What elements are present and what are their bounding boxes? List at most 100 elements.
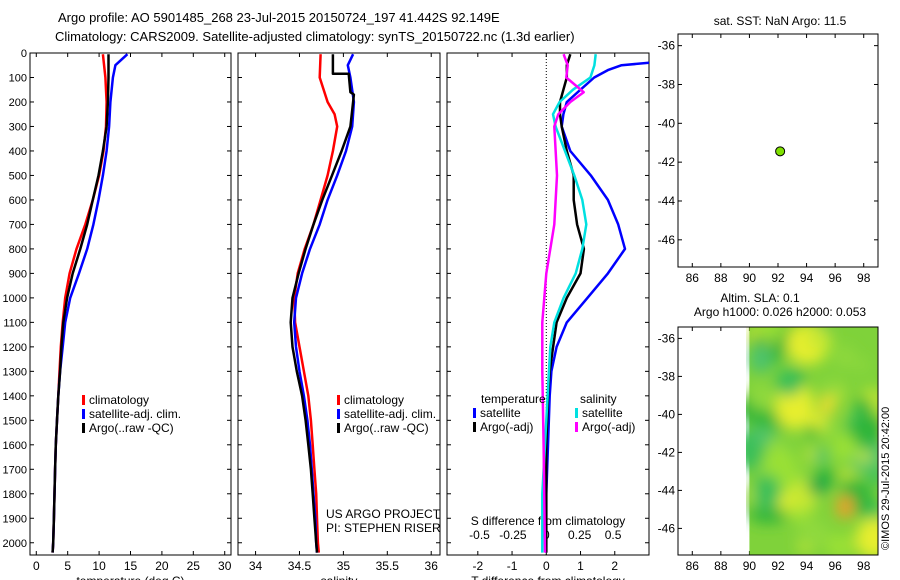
temperature-ytick-label: 1600 [3, 440, 27, 452]
sst-map-xtick-label: 98 [857, 271, 871, 285]
temperature-ytick-label: 2000 [3, 538, 27, 550]
temperature-ytick-label: 1700 [3, 464, 27, 476]
temperature-ytick-label: 100 [9, 72, 27, 84]
difference-stick-label: 0.5 [605, 528, 622, 542]
sst-map-ytick-label: -42 [658, 155, 676, 169]
sla-heatmap-cell [835, 346, 855, 369]
difference-stick-label: -0.25 [499, 528, 527, 542]
difference-legend-sal-header: salinity [580, 392, 617, 406]
difference-xlabel: T difference from climatology [471, 574, 625, 580]
temperature-ytick-label: 1300 [3, 366, 27, 378]
salinity-xtick-label: 34.5 [288, 559, 312, 573]
temperature-ytick-label: 1400 [3, 391, 27, 403]
salinity-line-argo [291, 54, 354, 552]
difference-temp-legend-label: Argo(-adj) [480, 420, 533, 434]
temperature-line-argo [53, 54, 109, 552]
temperature-legend-label: satellite-adj. clim. [89, 407, 181, 421]
temperature-axes-box [30, 53, 231, 555]
difference-temp-legend-label: satellite [480, 406, 521, 420]
sst-map-ytick-label: -46 [658, 233, 676, 247]
temperature-ytick-label: 800 [9, 244, 27, 256]
difference-stick-label: -0.5 [469, 528, 490, 542]
temperature-ytick-label: 700 [9, 219, 27, 231]
difference-sal-legend-swatch [575, 422, 578, 432]
salinity-legend-swatch [337, 395, 340, 405]
sla-map-xtick-label: 92 [771, 559, 785, 573]
sla-heatmap-cell [776, 368, 803, 396]
sla-map-ytick-label: -38 [658, 369, 676, 383]
temperature-legend-swatch [82, 423, 85, 433]
sla-heatmap-cell [749, 383, 773, 410]
sla-heatmap-cell [808, 479, 828, 495]
salinity-xtick-label: 36 [425, 559, 439, 573]
difference-temp-legend-swatch [473, 422, 476, 432]
salinity-xtick-label: 35.5 [376, 559, 400, 573]
sla-map-title-2: Argo h1000: 0.026 h2000: 0.053 [694, 305, 866, 319]
sla-map-xtick-label: 86 [686, 559, 700, 573]
temperature-xtick-label: 30 [218, 559, 232, 573]
difference-xtick-label: -1 [507, 559, 518, 573]
salinity-line-satellite [294, 54, 354, 552]
sla-heatmap-cell [821, 380, 843, 396]
sst-map-xtick-label: 88 [714, 271, 728, 285]
sla-heatmap-cell [857, 451, 871, 462]
sla-heatmap-cell [856, 358, 868, 373]
salinity-xtick-label: 34 [249, 559, 263, 573]
sst-map-ytick-label: -44 [658, 194, 676, 208]
credit-project: US ARGO PROJECT [326, 507, 441, 521]
difference-xtick-label: 2 [611, 559, 618, 573]
temperature-legend-swatch [82, 409, 85, 419]
argo-float-marker [776, 147, 785, 156]
sla-heatmap-cell [813, 449, 828, 463]
temperature-legend-swatch [82, 395, 85, 405]
sla-map-ytick-label: -44 [658, 483, 676, 497]
temperature-ytick-label: 1900 [3, 513, 27, 525]
difference-sal-legend-label: satellite [582, 406, 623, 420]
temperature-ytick-label: 300 [9, 121, 27, 133]
salinity-legend-swatch [337, 423, 340, 433]
difference-line-t-argo [546, 54, 584, 552]
difference-xlabel-top: S difference from climatology [471, 514, 626, 528]
sla-map-xtick-label: 88 [714, 559, 728, 573]
temperature-xtick-label: 10 [92, 559, 106, 573]
sla-heatmap-cell [782, 460, 796, 475]
imos-credit: ©IMOS 29-Jul-2015 20:42:00 [880, 407, 892, 550]
temperature-legend-label: Argo(..raw -QC) [89, 421, 174, 435]
sla-map-title-1: Altim. SLA: 0.1 [720, 291, 800, 305]
temperature-ytick-label: 1100 [3, 317, 27, 329]
sla-heatmap-cell [806, 425, 818, 438]
temperature-xtick-label: 0 [33, 559, 40, 573]
sla-map-ytick-label: -42 [658, 445, 676, 459]
temperature-xtick-label: 15 [124, 559, 138, 573]
sla-heatmap-cell [819, 395, 835, 415]
temperature-ytick-label: 600 [9, 195, 27, 207]
temperature-xlabel: temperature (deg C) [76, 574, 184, 580]
figure-svg: 0100200300400500600700800900100011001200… [0, 0, 900, 580]
salinity-axes-box [238, 53, 440, 555]
temperature-ytick-label: 1500 [3, 415, 27, 427]
sla-heatmap-cell [854, 398, 873, 414]
sla-heatmap-cell [771, 510, 788, 522]
difference-xtick-label: 1 [577, 559, 584, 573]
difference-legend-temp-header: temperature [481, 392, 546, 406]
temperature-ytick-label: 0 [21, 48, 27, 60]
salinity-line-climatology [294, 54, 337, 552]
difference-stick-label: 0.25 [568, 528, 592, 542]
difference-line-s-satellite [542, 54, 595, 552]
temperature-ytick-label: 400 [9, 146, 27, 158]
sla-heatmap-cell [792, 509, 809, 524]
sla-heatmap-cell [806, 329, 831, 349]
sla-map-xtick-label: 94 [800, 559, 814, 573]
sst-map-ytick-label: -38 [658, 77, 676, 91]
temperature-ytick-label: 1200 [3, 342, 27, 354]
temperature-legend-label: climatology [89, 393, 149, 407]
sla-heatmap-layer [735, 314, 896, 560]
temperature-ytick-label: 1800 [3, 489, 27, 501]
temperature-xtick-label: 25 [187, 559, 201, 573]
temperature-ytick-label: 200 [9, 97, 27, 109]
sst-map-ytick-label: -36 [658, 39, 676, 53]
sla-heatmap-cell [754, 411, 772, 428]
salinity-legend-swatch [337, 409, 340, 419]
difference-xtick-label: -2 [472, 559, 483, 573]
difference-sal-legend-swatch [575, 408, 578, 418]
